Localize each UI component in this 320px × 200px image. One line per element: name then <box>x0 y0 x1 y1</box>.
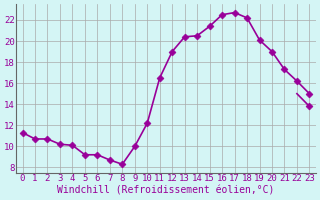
X-axis label: Windchill (Refroidissement éolien,°C): Windchill (Refroidissement éolien,°C) <box>57 186 275 196</box>
